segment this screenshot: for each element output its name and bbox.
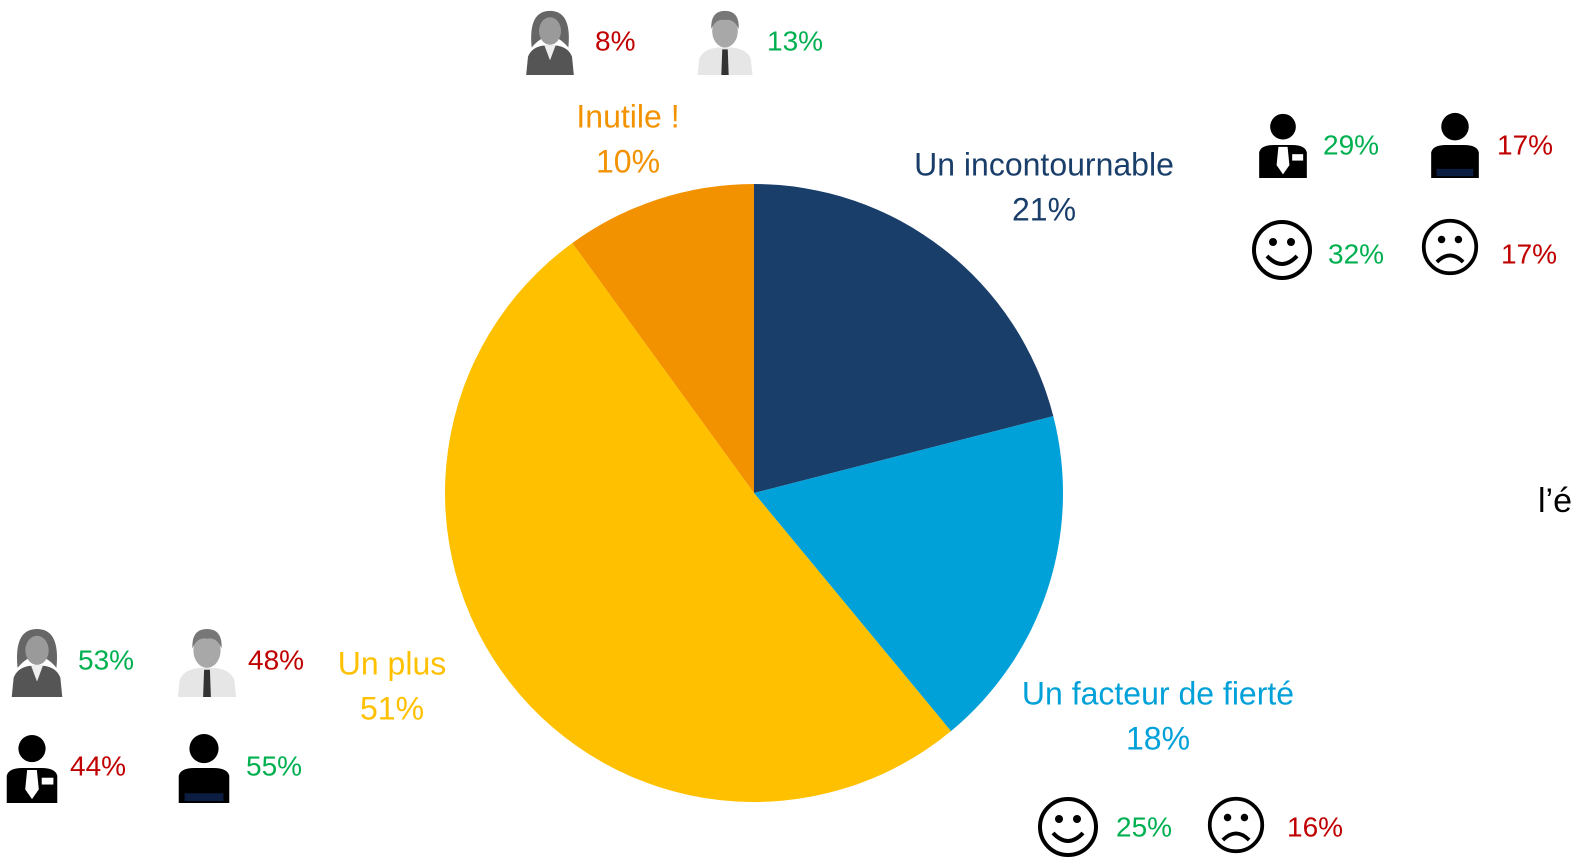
annotation: 13% (767, 25, 823, 56)
slice-label: Inutile ! (576, 98, 679, 134)
annotation: 17% (1501, 238, 1557, 269)
annotation: 44% (70, 750, 126, 781)
icon (526, 10, 574, 75)
icon (1252, 220, 1312, 280)
side-text: l’é (1538, 482, 1572, 520)
annotation: 53% (78, 644, 134, 675)
icon (1259, 113, 1307, 178)
icon (1421, 218, 1479, 276)
annotation: 29% (1323, 129, 1379, 160)
slice-value-label: 18% (1126, 720, 1190, 756)
slice-value-label: 10% (596, 143, 660, 179)
pie-slice (754, 184, 1054, 493)
icon (1207, 796, 1265, 854)
slice-value-label: 51% (360, 690, 424, 726)
icon (178, 733, 230, 803)
annotation: 55% (246, 750, 302, 781)
pie-slice (754, 416, 1063, 732)
icon (11, 628, 63, 697)
annotation: 48% (248, 644, 304, 675)
slice-label: Un facteur de fierté (1022, 675, 1294, 711)
annotation: 8% (595, 25, 635, 56)
annotation: 16% (1287, 811, 1343, 842)
annotation: 17% (1497, 129, 1553, 160)
icon (1431, 112, 1479, 178)
slice-label: Un plus (338, 645, 447, 681)
pie-slice (445, 243, 951, 802)
icon (1038, 797, 1098, 857)
icon (177, 628, 237, 697)
slice-value-label: 21% (1012, 191, 1076, 227)
slice-label: Un incontournable (914, 146, 1174, 182)
annotation: 32% (1328, 238, 1384, 269)
icon (6, 734, 58, 803)
icon (697, 10, 753, 75)
pie-slice (572, 184, 754, 493)
annotation: 25% (1116, 811, 1172, 842)
